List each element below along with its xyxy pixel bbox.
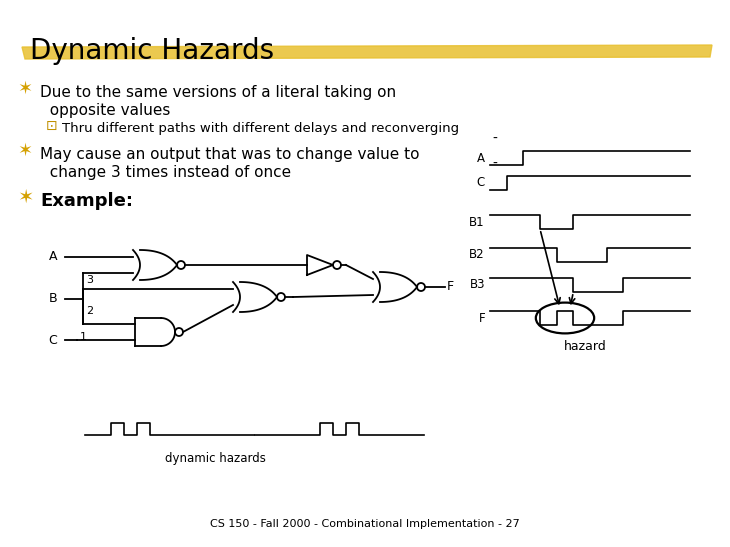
Text: Example:: Example: bbox=[40, 192, 133, 210]
Text: -: - bbox=[492, 132, 497, 146]
Text: opposite values: opposite values bbox=[40, 103, 170, 118]
Text: C: C bbox=[48, 334, 57, 346]
Text: 1: 1 bbox=[80, 332, 87, 342]
Text: -: - bbox=[492, 157, 497, 171]
Text: A: A bbox=[48, 251, 57, 264]
Text: change 3 times instead of once: change 3 times instead of once bbox=[40, 165, 291, 180]
Text: CS 150 - Fall 2000 - Combinational Implementation - 27: CS 150 - Fall 2000 - Combinational Imple… bbox=[210, 519, 520, 529]
Text: 2: 2 bbox=[86, 306, 93, 316]
Text: ✶: ✶ bbox=[17, 188, 33, 207]
Text: dynamic hazards: dynamic hazards bbox=[164, 452, 266, 465]
Text: C: C bbox=[477, 177, 485, 189]
Text: B: B bbox=[48, 292, 57, 305]
Text: ✶: ✶ bbox=[18, 142, 33, 160]
Text: Thru different paths with different delays and reconverging: Thru different paths with different dela… bbox=[62, 122, 459, 135]
Text: 3: 3 bbox=[86, 275, 93, 285]
Text: F: F bbox=[478, 311, 485, 324]
Text: hazard: hazard bbox=[564, 340, 607, 353]
Text: B3: B3 bbox=[469, 278, 485, 292]
Text: A: A bbox=[477, 152, 485, 165]
Text: Dynamic Hazards: Dynamic Hazards bbox=[30, 37, 274, 65]
Polygon shape bbox=[22, 45, 712, 59]
Text: Due to the same versions of a literal taking on: Due to the same versions of a literal ta… bbox=[40, 85, 396, 100]
Text: F: F bbox=[447, 281, 454, 294]
Text: May cause an output that was to change value to: May cause an output that was to change v… bbox=[40, 147, 420, 162]
Text: ⊡: ⊡ bbox=[46, 119, 58, 133]
Text: ✶: ✶ bbox=[18, 80, 33, 98]
Text: B2: B2 bbox=[469, 248, 485, 261]
Text: B1: B1 bbox=[469, 216, 485, 229]
